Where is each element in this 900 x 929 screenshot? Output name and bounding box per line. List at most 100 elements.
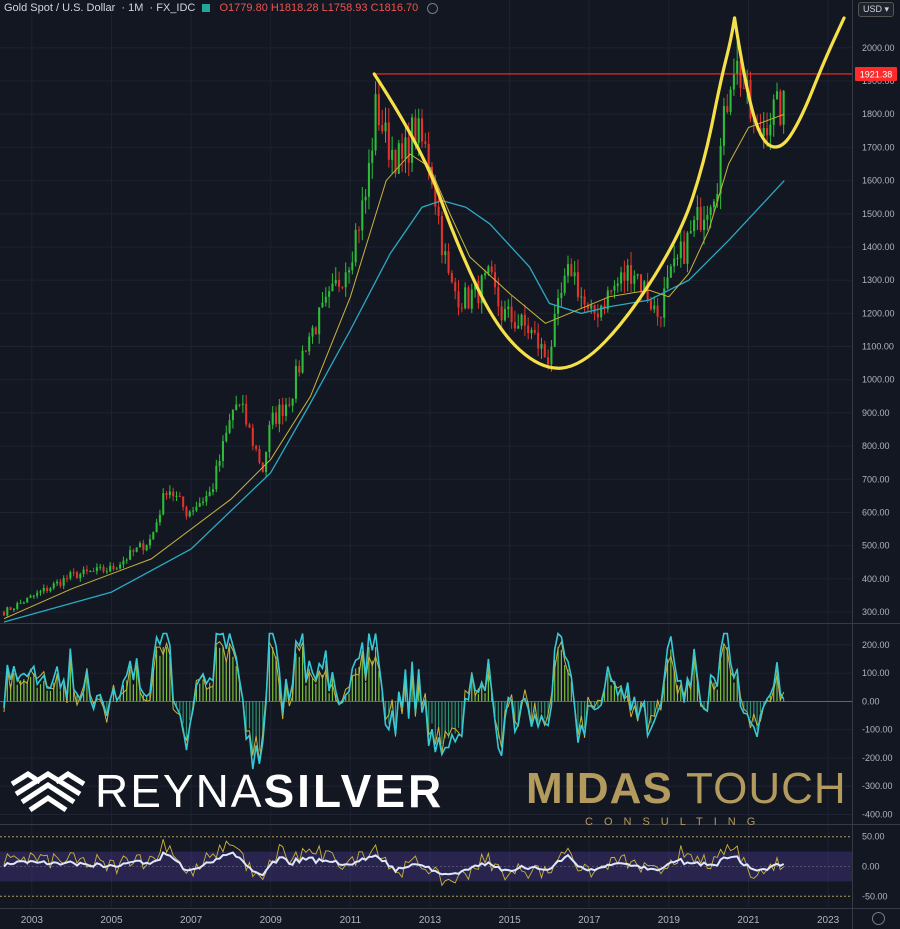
candle xyxy=(779,91,782,125)
x-tick-label: 2015 xyxy=(498,915,521,926)
candle xyxy=(762,128,765,137)
candle xyxy=(255,445,258,449)
candle xyxy=(241,403,244,405)
cup-curve xyxy=(372,16,737,370)
candle xyxy=(712,201,716,208)
candle xyxy=(656,305,659,317)
ohlc-values: O1779.80 H1818.28 L1758.93 C1816.70 xyxy=(219,2,419,14)
candle xyxy=(570,264,573,277)
currency-selector[interactable]: USD ▾ xyxy=(857,2,894,17)
candle xyxy=(447,251,450,273)
candle xyxy=(550,346,553,365)
candle xyxy=(510,306,513,323)
candle xyxy=(520,314,523,326)
y-tick-label: 300.00 xyxy=(862,607,890,617)
candle xyxy=(769,124,772,136)
interval-label[interactable]: 1M xyxy=(128,2,144,14)
candle xyxy=(162,493,165,515)
y-tick-label: 1200.00 xyxy=(862,308,895,318)
candle xyxy=(424,141,427,144)
candle xyxy=(278,404,281,424)
price-panel[interactable] xyxy=(2,16,852,623)
candle xyxy=(543,344,546,358)
candle xyxy=(65,578,69,580)
y-tick-label: 1000.00 xyxy=(862,375,895,385)
y-tick-label: 1400.00 xyxy=(862,242,895,252)
reyna-silver-logo-icon xyxy=(10,771,86,812)
candle xyxy=(420,118,424,142)
candle xyxy=(437,206,440,217)
settings-dot-icon[interactable] xyxy=(427,2,439,14)
candle xyxy=(135,547,138,552)
y-tick-label: -300.00 xyxy=(862,781,893,791)
candle xyxy=(132,550,135,552)
candle xyxy=(616,283,619,286)
reyna-word: REYNA xyxy=(95,765,264,817)
oscillator-panel-2[interactable] xyxy=(0,836,852,897)
candle xyxy=(145,545,148,551)
candle xyxy=(384,122,387,132)
y-tick-label: 1800.00 xyxy=(862,109,895,119)
candle xyxy=(122,560,125,565)
candle xyxy=(26,597,29,603)
candle xyxy=(693,220,696,232)
candle xyxy=(722,106,725,146)
candle xyxy=(590,305,593,309)
candle xyxy=(105,571,108,573)
candle xyxy=(36,592,39,596)
moving-average-fast xyxy=(3,113,785,620)
candle xyxy=(676,258,679,260)
candle xyxy=(238,404,241,406)
candle xyxy=(636,274,639,276)
reyna-silver-wordmark: REYNASILVER xyxy=(95,764,444,818)
y-tick-label: 600.00 xyxy=(862,507,890,517)
candle xyxy=(218,460,221,466)
candle xyxy=(99,566,102,568)
x-tick-label: 2011 xyxy=(340,915,362,926)
y-tick-label: 1700.00 xyxy=(862,142,895,152)
candle xyxy=(12,608,15,611)
candle xyxy=(583,296,586,305)
candle xyxy=(457,291,460,308)
y-tick-label: 900.00 xyxy=(862,408,890,418)
candle xyxy=(46,587,49,592)
candle xyxy=(354,229,357,263)
silver-word: SILVER xyxy=(263,765,445,817)
candle xyxy=(467,287,470,309)
candle xyxy=(576,272,579,298)
candle xyxy=(610,290,613,292)
candle xyxy=(391,149,394,160)
candle xyxy=(606,290,609,310)
candle xyxy=(158,514,161,523)
candle xyxy=(75,572,79,579)
candle xyxy=(102,566,105,572)
candle xyxy=(221,441,224,461)
candle xyxy=(782,90,785,125)
candle xyxy=(298,365,301,373)
candle xyxy=(275,412,278,424)
candle xyxy=(716,193,719,202)
candle xyxy=(537,332,540,349)
candle xyxy=(530,330,533,334)
candle xyxy=(490,266,493,273)
candle xyxy=(284,404,288,416)
oscillator-panel-1[interactable] xyxy=(0,631,852,770)
midas-word: MIDAS xyxy=(526,764,673,813)
candle xyxy=(719,145,722,194)
price-axis: 300.00 400.00 500.00 600.00 700.00 800.00 900.… xyxy=(855,43,897,901)
candle xyxy=(553,313,556,347)
candle xyxy=(89,571,92,573)
candle xyxy=(775,91,779,100)
symbol-name: Gold Spot / U.S. Dollar xyxy=(4,2,116,14)
candle xyxy=(613,285,616,291)
gear-icon[interactable] xyxy=(872,912,885,925)
candle xyxy=(772,99,775,125)
candle xyxy=(314,327,317,335)
candle xyxy=(172,491,175,497)
candle xyxy=(666,277,669,289)
x-tick-label: 2005 xyxy=(100,915,123,926)
y-tick-label: 0.00 xyxy=(862,862,880,872)
candle xyxy=(16,603,19,609)
candle xyxy=(643,281,646,291)
